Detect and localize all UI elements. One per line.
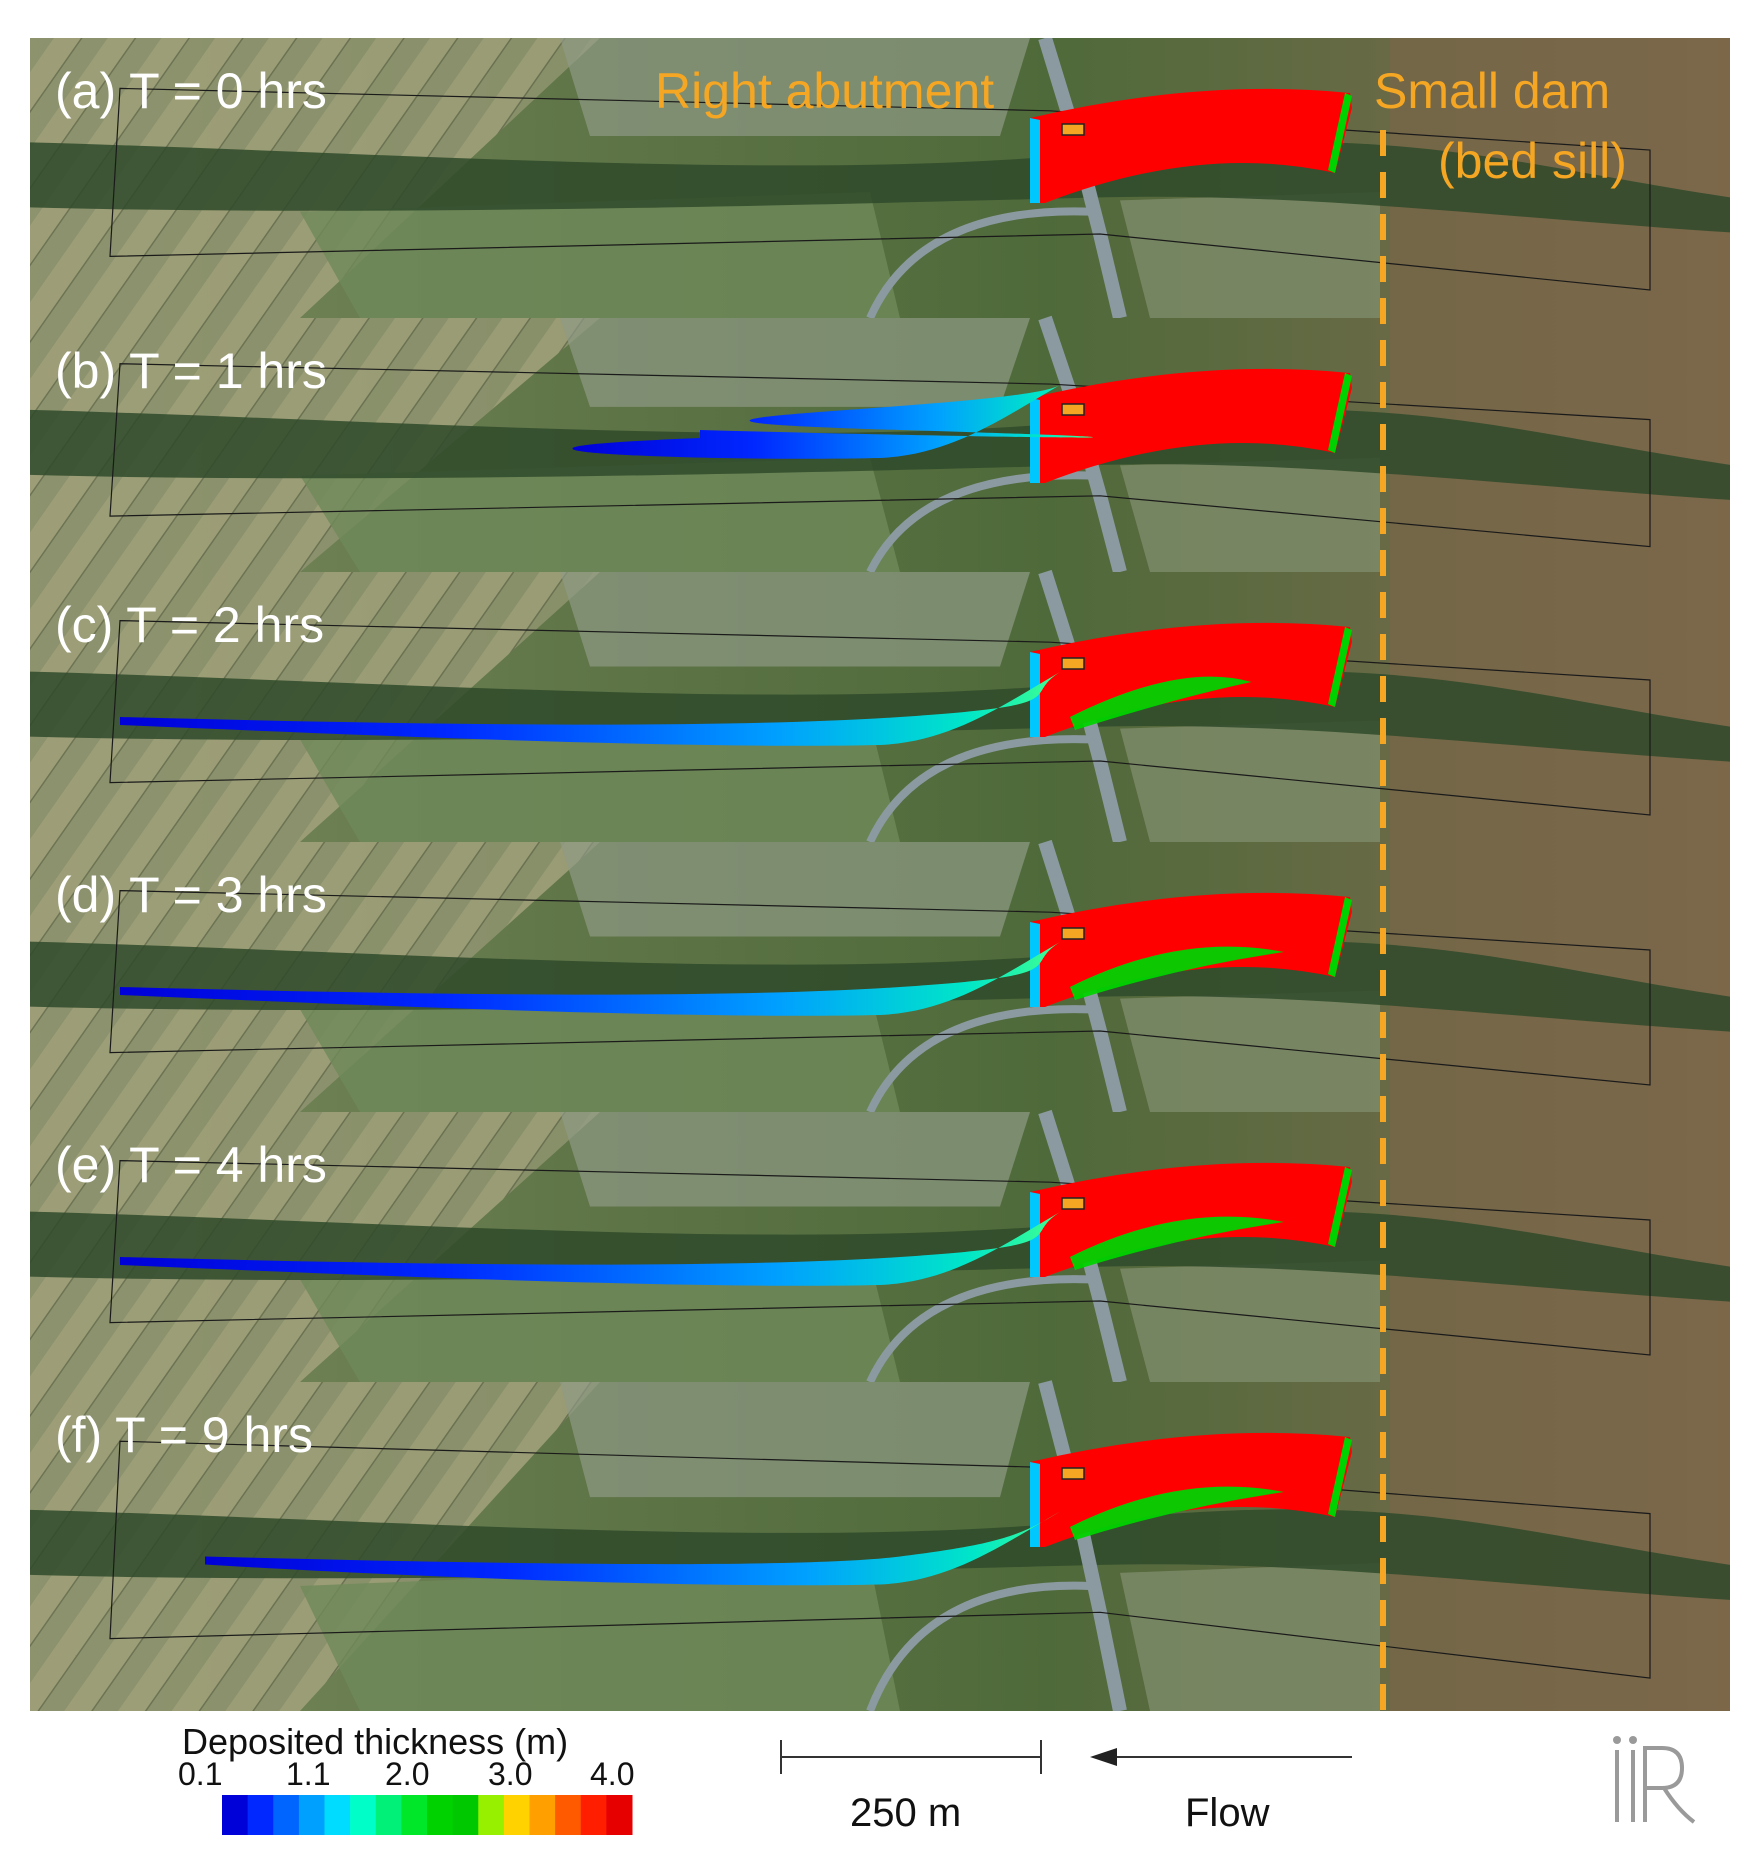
legend-swatch [350, 1795, 377, 1835]
legend-tick: 1.1 [286, 1756, 330, 1792]
legend-tick: 3.0 [488, 1756, 532, 1792]
legend-swatch [606, 1795, 633, 1835]
panel-label: (a) T = 0 hrs [55, 63, 327, 119]
map-panel: (b) T = 1 hrs [30, 315, 1730, 574]
bed-sill-label: (bed sill) [1438, 133, 1627, 189]
legend-tick: 0.1 [178, 1756, 222, 1792]
legend-tick: 2.0 [385, 1756, 429, 1792]
legend-colorbar [222, 1795, 633, 1835]
sediment-plume [205, 1511, 1060, 1586]
map-panel: (c) T = 2 hrs [30, 569, 1730, 844]
arrow-head-icon [1090, 1748, 1117, 1766]
sediment-plume [120, 1212, 1060, 1286]
reservoir-deposit [1030, 88, 1352, 203]
legend-swatch [503, 1795, 530, 1835]
legend-swatch [222, 1795, 249, 1835]
map-panels: (a) T = 0 hrs (b) T = 1 hrs (c) T = 2 hrs (… [30, 38, 1730, 1711]
panel-label: (e) T = 4 hrs [55, 1137, 327, 1193]
right-abutment-label: Right abutment [655, 63, 994, 119]
legend-swatch [529, 1795, 556, 1835]
sediment-plume [572, 385, 1093, 459]
panel-label: (b) T = 1 hrs [55, 343, 327, 399]
legend-swatch [555, 1795, 582, 1835]
legend-swatch [452, 1795, 479, 1835]
legend-swatch [580, 1795, 607, 1835]
small-dam-label: Small dam [1374, 63, 1610, 119]
map-panel: (a) T = 0 hrs [30, 38, 1730, 320]
panel-label: (c) T = 2 hrs [55, 597, 324, 653]
panel-label: (f) T = 9 hrs [55, 1407, 313, 1463]
map-panel: (f) T = 9 hrs [30, 1380, 1730, 1711]
flow-label: Flow [1185, 1791, 1270, 1835]
iric-logo-icon [1613, 1736, 1696, 1824]
legend: Deposited thickness (m) 0.1 1.1 2.0 3.0 … [178, 1721, 634, 1835]
map-panel: (e) T = 4 hrs [30, 1109, 1730, 1384]
legend-swatch [401, 1795, 428, 1835]
sediment-plume [120, 672, 1060, 746]
legend-swatch [427, 1795, 454, 1835]
legend-swatch [273, 1795, 300, 1835]
flow-arrow: Flow [1090, 1748, 1352, 1835]
panel-label: (d) T = 3 hrs [55, 867, 327, 923]
legend-tick: 4.0 [590, 1756, 634, 1792]
legend-swatch [375, 1795, 402, 1835]
sediment-plume [120, 942, 1060, 1016]
legend-title: Deposited thickness (m) [182, 1721, 568, 1762]
legend-swatch [247, 1795, 274, 1835]
legend-swatch [298, 1795, 325, 1835]
legend-swatch [324, 1795, 351, 1835]
scale-bar: 250 m [780, 1740, 1042, 1835]
map-panel: (d) T = 3 hrs [30, 839, 1730, 1114]
scale-bar-label: 250 m [850, 1791, 961, 1835]
legend-swatch [478, 1795, 505, 1835]
reservoir-deposit [1030, 368, 1352, 483]
